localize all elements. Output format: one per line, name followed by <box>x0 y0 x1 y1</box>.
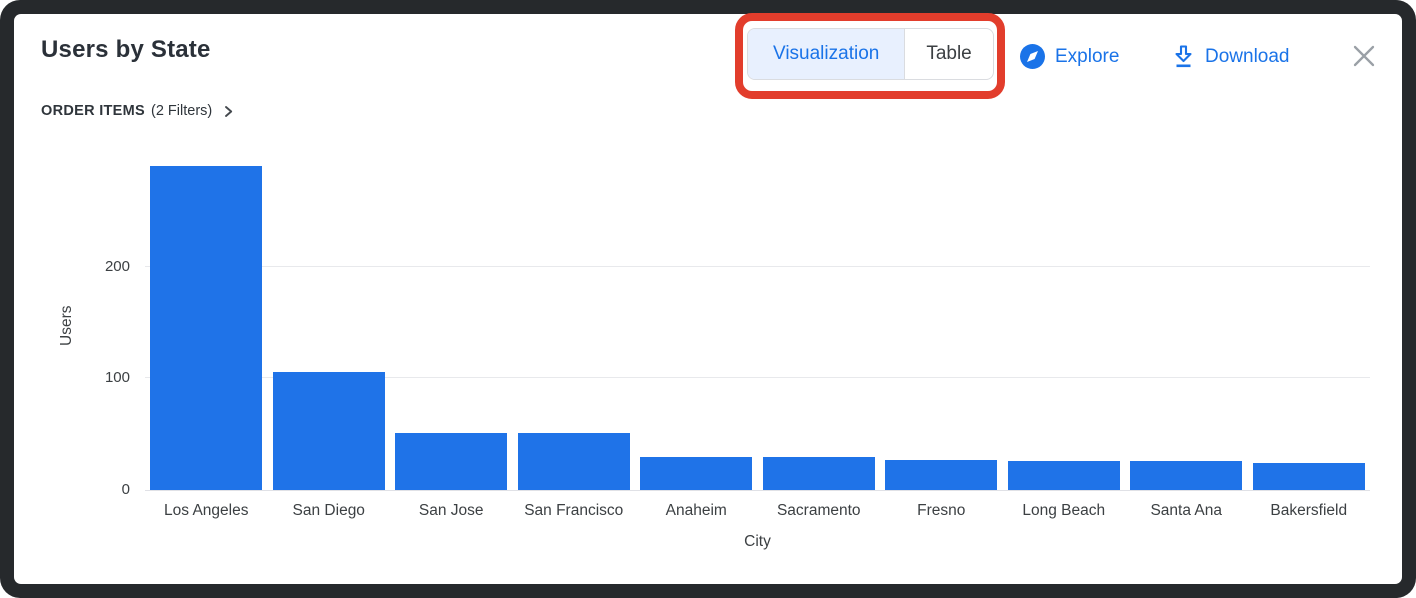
page-title: Users by State <box>41 36 211 63</box>
breadcrumb-detail: (2 Filters) <box>151 103 213 119</box>
x-tick-label: Fresno <box>917 502 966 519</box>
bars-container <box>145 155 1370 490</box>
bar[interactable] <box>885 459 998 490</box>
bar[interactable] <box>1252 463 1365 490</box>
explore-compass-icon <box>1020 44 1045 69</box>
y-tick-label: 100 <box>104 369 130 387</box>
x-tick-label: San Jose <box>418 502 484 519</box>
bar-slot <box>268 155 391 490</box>
x-tick-label: Bakersfield <box>1270 502 1348 519</box>
explore-button-label: Explore <box>1055 45 1120 67</box>
download-button-label: Download <box>1205 46 1290 67</box>
bar[interactable] <box>1007 460 1120 490</box>
y-tick-label: 200 <box>104 257 130 275</box>
close-button[interactable] <box>1350 42 1378 70</box>
x-axis-title: City <box>744 533 771 550</box>
breadcrumb-label: ORDER ITEMS <box>41 103 145 119</box>
bar[interactable] <box>395 433 508 490</box>
tab-visualization[interactable]: Visualization <box>748 29 905 79</box>
explore-button[interactable]: Explore <box>1020 44 1119 69</box>
bar[interactable] <box>1130 460 1243 490</box>
x-tick-label: Los Angeles <box>164 502 249 519</box>
x-tick-label: Long Beach <box>1022 502 1106 519</box>
y-axis-title: Users <box>58 305 75 347</box>
bar-slot <box>1248 155 1371 490</box>
bar[interactable] <box>150 166 263 490</box>
x-tick-label: Sacramento <box>776 502 861 519</box>
bar-slot <box>635 155 758 490</box>
bar-slot <box>1125 155 1248 490</box>
bar-slot <box>1003 155 1126 490</box>
x-tick-label: San Diego <box>292 502 365 519</box>
gridline <box>145 265 1370 267</box>
bar-slot <box>758 155 881 490</box>
bar[interactable] <box>517 433 630 490</box>
download-button[interactable]: Download <box>1172 44 1290 70</box>
view-toggle: Visualization Table <box>747 28 994 80</box>
bar-slot <box>145 155 268 490</box>
bar[interactable] <box>272 371 385 490</box>
x-axis-labels: Los Angeles San Diego San Jose San Francisc… <box>145 502 1370 520</box>
bar-slot <box>513 155 636 490</box>
download-icon <box>1172 44 1195 70</box>
y-tick-label: 0 <box>121 481 130 498</box>
x-tick-label: Santa Ana <box>1150 502 1223 519</box>
bar[interactable] <box>640 456 753 490</box>
tab-table[interactable]: Table <box>904 29 992 79</box>
users-by-state-card: Users by State ORDER ITEMS (2 Filters) V… <box>14 13 1402 584</box>
gridline <box>145 377 1370 379</box>
bar-slot <box>390 155 513 490</box>
bar-slot <box>880 155 1003 490</box>
x-tick-label: Anaheim <box>665 502 727 519</box>
breadcrumb[interactable]: ORDER ITEMS (2 Filters) <box>41 103 235 119</box>
chevron-right-icon <box>222 105 235 118</box>
x-tick-label: San Francisco <box>524 502 624 519</box>
bar[interactable] <box>762 456 875 490</box>
bar-chart-plot: Los Angeles San Diego San Jose San Francisc… <box>105 155 1370 519</box>
close-icon <box>1352 44 1376 68</box>
